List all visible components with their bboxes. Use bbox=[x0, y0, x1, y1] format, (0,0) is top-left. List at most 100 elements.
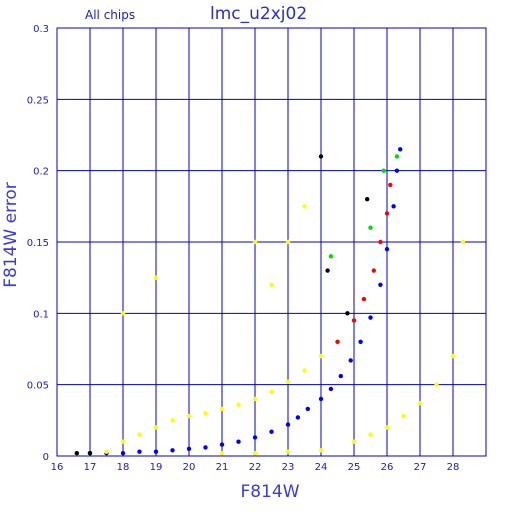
data-point bbox=[170, 418, 175, 423]
data-point bbox=[384, 246, 390, 252]
data-point bbox=[384, 211, 390, 216]
x-tick-label: 28 bbox=[447, 462, 460, 473]
data-point bbox=[335, 339, 340, 345]
data-point bbox=[384, 425, 390, 430]
data-point bbox=[219, 406, 225, 412]
data-point bbox=[74, 450, 80, 456]
data-point bbox=[87, 450, 93, 456]
data-point bbox=[285, 379, 291, 385]
chart-subtitle: All chips bbox=[85, 8, 135, 22]
data-point bbox=[401, 413, 406, 419]
data-point bbox=[153, 275, 159, 280]
data-point bbox=[351, 439, 357, 444]
x-tick-label: 23 bbox=[282, 462, 295, 473]
data-point bbox=[345, 311, 350, 316]
data-point bbox=[203, 411, 208, 416]
data-point bbox=[269, 282, 274, 287]
data-point bbox=[137, 449, 142, 454]
y-tick-label: 0.2 bbox=[33, 167, 49, 178]
data-point bbox=[120, 311, 126, 316]
data-point bbox=[417, 401, 423, 406]
data-point bbox=[269, 389, 274, 394]
x-tick-label: 19 bbox=[150, 462, 163, 473]
x-tick-label: 18 bbox=[117, 462, 130, 473]
data-point bbox=[186, 446, 192, 452]
data-point bbox=[295, 415, 301, 420]
y-axis-label: F814W error bbox=[1, 182, 21, 288]
data-point bbox=[368, 315, 373, 320]
data-point bbox=[381, 168, 386, 173]
data-point bbox=[120, 439, 126, 444]
chart-title: lmc_u2xj02 bbox=[210, 4, 307, 24]
data-point bbox=[236, 439, 241, 444]
x-tick-label: 25 bbox=[348, 462, 361, 473]
y-tick-labels: 0 0.05 0.1 0.15 0.2 0.25 0.3 bbox=[27, 24, 49, 463]
data-point bbox=[348, 358, 353, 363]
data-point bbox=[219, 450, 225, 456]
data-point bbox=[318, 353, 324, 359]
data-point bbox=[219, 442, 225, 447]
y-tick-label: 0.15 bbox=[27, 238, 49, 249]
data-point bbox=[120, 450, 126, 456]
data-point bbox=[252, 450, 258, 456]
y-tick-label: 0.1 bbox=[33, 309, 49, 320]
data-point bbox=[203, 445, 208, 450]
data-point bbox=[302, 204, 307, 209]
x-tick-label: 22 bbox=[249, 462, 262, 473]
x-tick-label: 20 bbox=[183, 462, 196, 473]
data-point bbox=[371, 268, 376, 273]
data-point bbox=[450, 353, 456, 359]
data-point bbox=[318, 396, 324, 402]
data-point bbox=[318, 154, 324, 159]
data-point bbox=[285, 239, 291, 245]
data-point bbox=[378, 282, 383, 287]
x-tick-label: 27 bbox=[414, 462, 427, 473]
y-tick-label: 0.3 bbox=[33, 24, 49, 35]
data-point bbox=[104, 449, 109, 454]
x-tick-labels: 16 17 18 19 20 21 22 23 24 25 26 27 28 bbox=[51, 462, 460, 473]
x-tick-label: 21 bbox=[216, 462, 229, 473]
x-tick-label: 26 bbox=[381, 462, 394, 473]
data-point bbox=[368, 432, 373, 437]
data-point bbox=[236, 402, 241, 407]
x-tick-label: 16 bbox=[51, 462, 64, 473]
data-point bbox=[365, 197, 370, 202]
data-point bbox=[391, 204, 396, 209]
data-point bbox=[394, 168, 400, 173]
data-point bbox=[338, 373, 343, 379]
data-point bbox=[394, 154, 400, 159]
data-point bbox=[153, 425, 159, 430]
y-tick-label: 0.05 bbox=[27, 381, 49, 392]
x-tick-label: 24 bbox=[315, 462, 328, 473]
data-point bbox=[368, 225, 373, 230]
data-point bbox=[328, 386, 334, 392]
data-point bbox=[460, 239, 466, 245]
plot-frame bbox=[56, 27, 487, 457]
data-point bbox=[170, 448, 175, 453]
data-points bbox=[74, 147, 466, 456]
x-tick-label: 17 bbox=[84, 462, 97, 473]
data-point bbox=[252, 435, 258, 440]
data-point bbox=[285, 449, 291, 454]
data-point bbox=[351, 318, 357, 323]
x-axis-label: F814W bbox=[240, 482, 299, 502]
data-point bbox=[153, 449, 159, 454]
data-point bbox=[434, 382, 439, 387]
data-point bbox=[328, 254, 334, 259]
data-point bbox=[398, 147, 403, 152]
data-point bbox=[285, 422, 291, 427]
data-point bbox=[269, 429, 274, 434]
data-point bbox=[388, 182, 393, 188]
data-point bbox=[358, 339, 363, 345]
data-point bbox=[186, 413, 192, 419]
data-point bbox=[252, 396, 258, 402]
data-point bbox=[305, 406, 310, 412]
data-point bbox=[252, 239, 258, 245]
data-point bbox=[302, 368, 307, 373]
data-point bbox=[137, 432, 142, 437]
data-point bbox=[361, 296, 367, 302]
y-tick-label: 0.25 bbox=[27, 95, 49, 106]
data-point bbox=[318, 448, 324, 453]
